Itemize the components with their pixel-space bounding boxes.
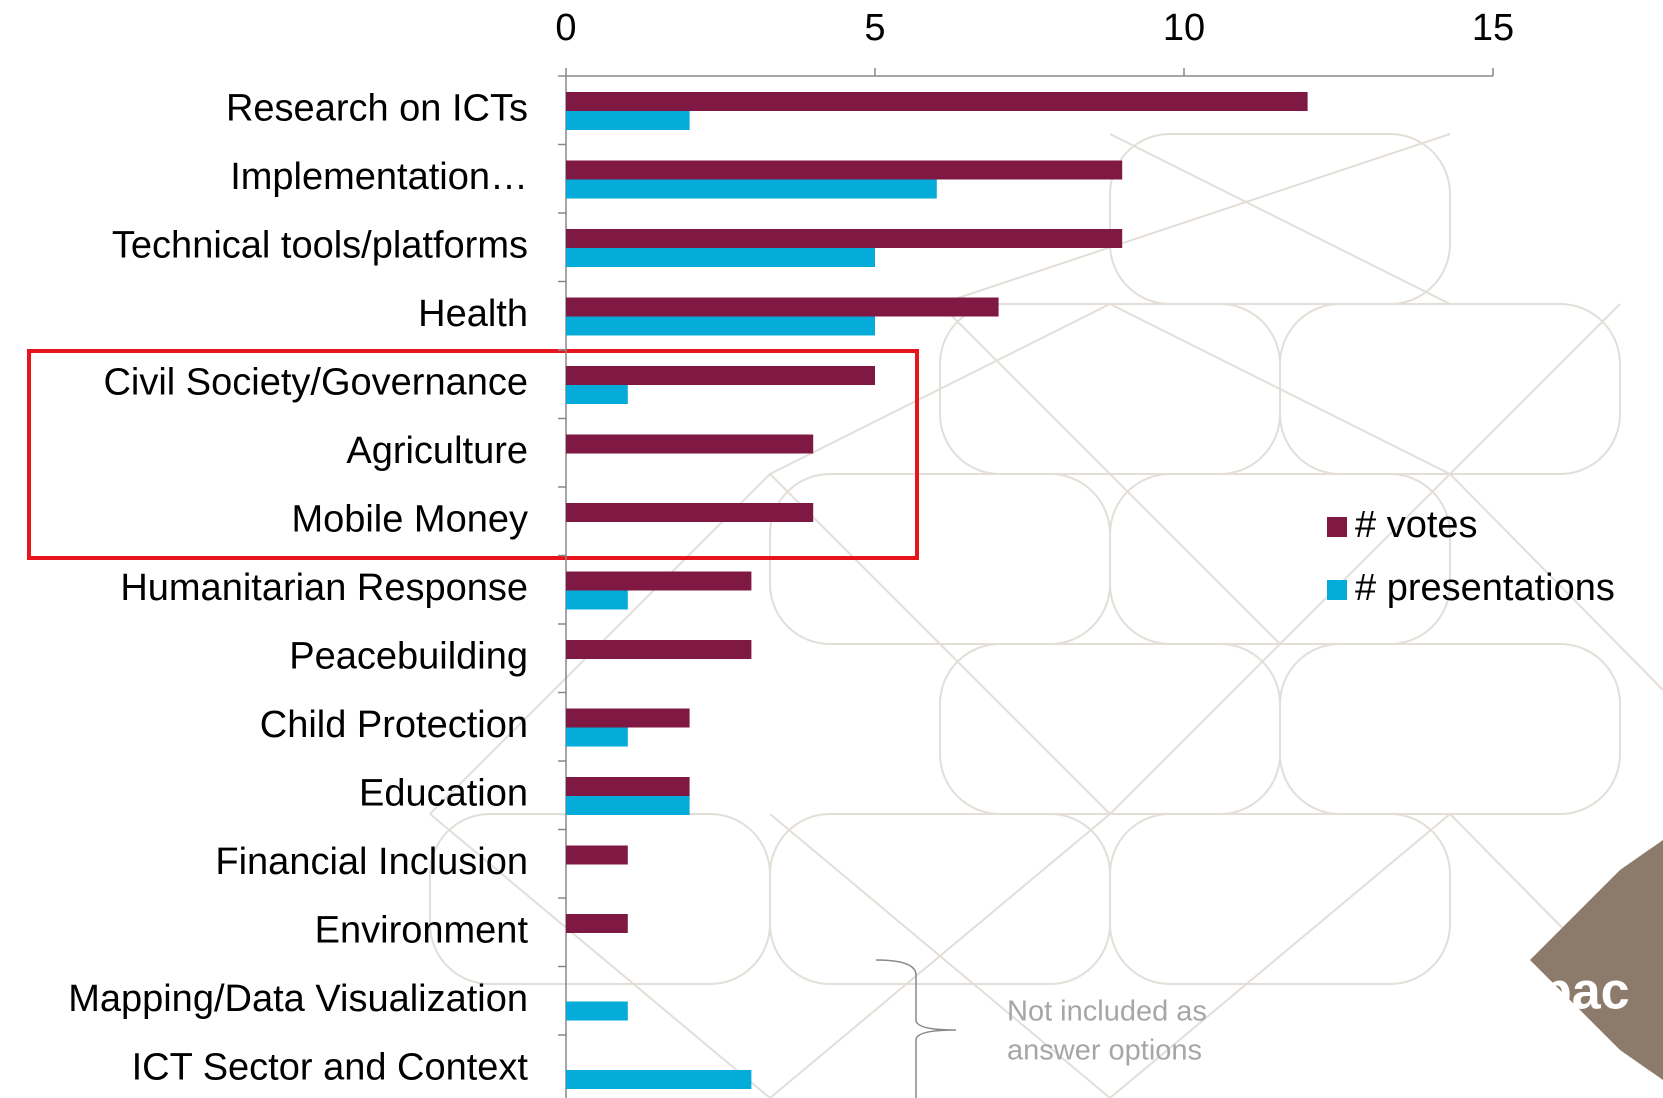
- logo-text: pac: [1540, 963, 1630, 1021]
- bar: [566, 590, 628, 610]
- bar: [566, 845, 628, 865]
- y-tick-label: Implementation…: [230, 156, 528, 198]
- y-tick-label: Peacebuilding: [289, 635, 528, 677]
- annotation: answer options: [1007, 1035, 1202, 1067]
- bar: [566, 1001, 628, 1021]
- bar: [566, 796, 690, 815]
- bar: [566, 111, 690, 130]
- bar: [566, 640, 752, 659]
- bar: [566, 1070, 752, 1089]
- x-tick-label: 0: [555, 7, 576, 49]
- y-tick-label: Mobile Money: [291, 498, 528, 540]
- bar: [566, 708, 690, 728]
- bar: [566, 503, 814, 522]
- x-tick-label: 5: [864, 7, 885, 49]
- brace: [875, 959, 957, 1098]
- y-tick-label: Financial Inclusion: [215, 841, 528, 883]
- logo: pac: [1530, 840, 1663, 1080]
- bar: [566, 727, 628, 747]
- bar: [566, 385, 628, 404]
- legend-swatch: [1327, 517, 1347, 537]
- bar: [566, 571, 752, 591]
- bar: [566, 179, 937, 199]
- y-tick-label: Technical tools/platforms: [112, 224, 528, 266]
- background-pattern: [429, 133, 1663, 1098]
- y-tick-label: Agriculture: [346, 430, 528, 472]
- annotation: Not included as: [1007, 996, 1207, 1028]
- highlight-box: [27, 349, 919, 560]
- bar: [566, 160, 1123, 180]
- y-tick-label: Environment: [315, 909, 529, 951]
- y-tick-label: Health: [418, 293, 528, 335]
- bar: [566, 92, 1308, 111]
- legend-label: # votes: [1355, 504, 1478, 546]
- bar: [566, 316, 875, 336]
- y-tick-label: ICT Sector and Context: [132, 1046, 529, 1088]
- y-tick-label: Child Protection: [260, 704, 528, 746]
- bar: [566, 248, 875, 267]
- bar: [566, 366, 875, 385]
- legend-swatch: [1327, 580, 1347, 600]
- bar: [566, 434, 814, 454]
- bar: [566, 229, 1123, 248]
- bar: [566, 777, 690, 796]
- y-tick-label: Humanitarian Response: [120, 567, 528, 609]
- x-tick-label: 15: [1472, 7, 1514, 49]
- y-tick-label: Mapping/Data Visualization: [68, 978, 528, 1020]
- y-tick-label: Research on ICTs: [226, 87, 528, 129]
- x-tick-label: 10: [1163, 7, 1205, 49]
- bar: [566, 297, 999, 317]
- legend-label: # presentations: [1355, 567, 1615, 609]
- bar: [566, 914, 628, 933]
- y-tick-label: Education: [359, 772, 528, 814]
- y-tick-label: Civil Society/Governance: [103, 361, 528, 403]
